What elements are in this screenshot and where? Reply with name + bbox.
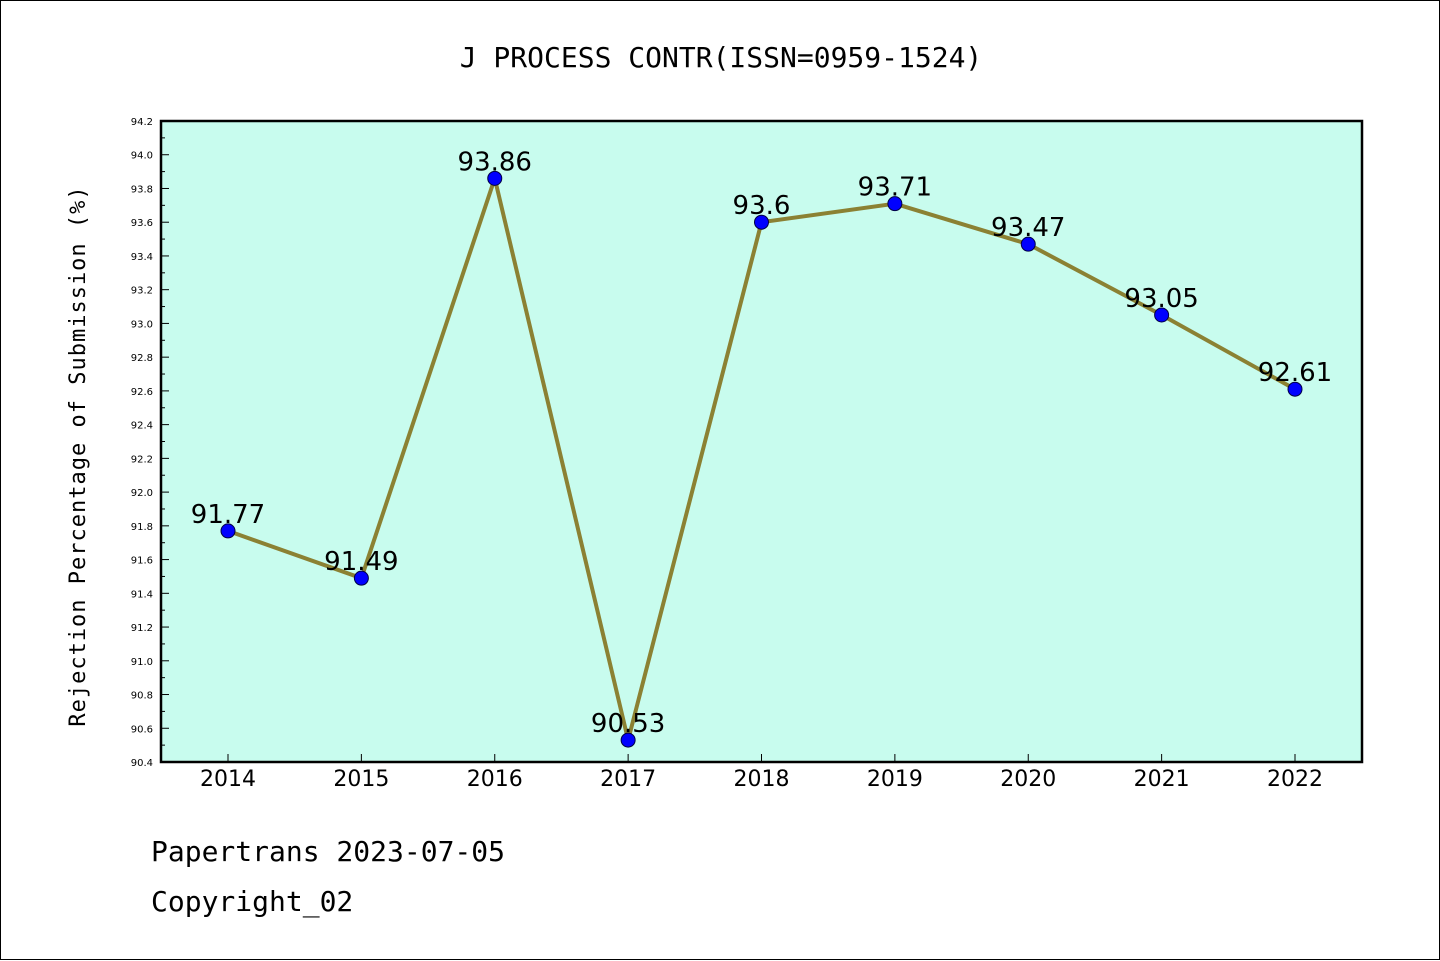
x-tick-label: 2017 [600, 767, 656, 792]
x-tick-label: 2016 [467, 767, 523, 792]
y-tick-label: 90.6 [131, 724, 153, 735]
y-tick-label: 92.6 [131, 387, 153, 398]
data-label: 93.71 [858, 173, 932, 203]
y-tick-label: 91.6 [131, 556, 153, 567]
y-tick-label: 90.8 [131, 691, 153, 702]
y-tick-label: 92.8 [131, 353, 153, 364]
y-tick-label: 93.8 [131, 184, 153, 195]
data-label: 92.61 [1258, 358, 1332, 388]
y-tick-label: 92.0 [131, 488, 153, 499]
footer-date: Papertrans 2023-07-05 [151, 835, 506, 868]
x-tick-label: 2021 [1134, 767, 1190, 792]
x-axis: 2014 2015 2016 2017 2018 2019 2020 2021 2022 [200, 754, 1323, 792]
data-point-marker [754, 214, 769, 230]
y-tick-label: 91.0 [131, 657, 153, 668]
y-tick-label: 93.4 [131, 252, 153, 263]
x-tick-label: 2018 [734, 767, 790, 792]
data-point-marker [487, 170, 503, 186]
series-marker-group [220, 170, 1303, 748]
x-tick-label: 2015 [333, 767, 389, 792]
x-tick-label: 2019 [867, 767, 923, 792]
y-tick-label: 93.0 [131, 319, 153, 330]
chart-title: J PROCESS CONTR(ISSN=0959-1524) [460, 41, 983, 74]
data-label: 91.77 [191, 500, 265, 530]
y-tick-label: 91.8 [131, 522, 153, 533]
data-point-marker [1020, 236, 1036, 252]
y-tick-label: 91.4 [131, 589, 153, 600]
data-point-marker [1287, 381, 1303, 397]
data-label-group: 91.77 91.49 93.86 90.53 93.6 93.71 93.47 93.05 9… [191, 147, 1332, 739]
data-point-marker [620, 732, 636, 748]
y-tick-label: 94.2 [131, 117, 153, 128]
y-tick-label: 94.0 [131, 151, 153, 162]
y-axis-label: Rejection Percentage of Submission (%) [66, 185, 91, 726]
y-tick-label: 93.2 [131, 286, 153, 297]
y-tick-label: 92.4 [131, 421, 153, 432]
footer-copyright: Copyright_02 [151, 885, 354, 918]
x-tick-label: 2022 [1267, 767, 1323, 792]
x-tick-label: 2014 [200, 767, 256, 792]
y-axis: 90.4 90.6 90.8 91.0 91.2 91.4 91.6 91.8 92.0 92.2… [131, 117, 169, 769]
data-label: 93.86 [458, 147, 532, 177]
y-tick-label: 91.2 [131, 623, 153, 634]
y-tick-label: 92.2 [131, 454, 153, 465]
data-label: 93.6 [733, 191, 791, 221]
data-point-marker [220, 523, 236, 539]
x-tick-label: 2020 [1000, 767, 1056, 792]
data-label: 93.47 [991, 213, 1065, 243]
y-tick-label: 90.4 [131, 758, 153, 769]
y-tick-label: 93.6 [131, 218, 153, 229]
data-point-marker [1154, 307, 1170, 323]
data-label: 90.53 [591, 709, 665, 739]
data-point-marker [353, 570, 369, 586]
data-label: 91.49 [324, 547, 398, 577]
data-point-marker [887, 196, 903, 212]
data-label: 93.05 [1124, 284, 1198, 314]
